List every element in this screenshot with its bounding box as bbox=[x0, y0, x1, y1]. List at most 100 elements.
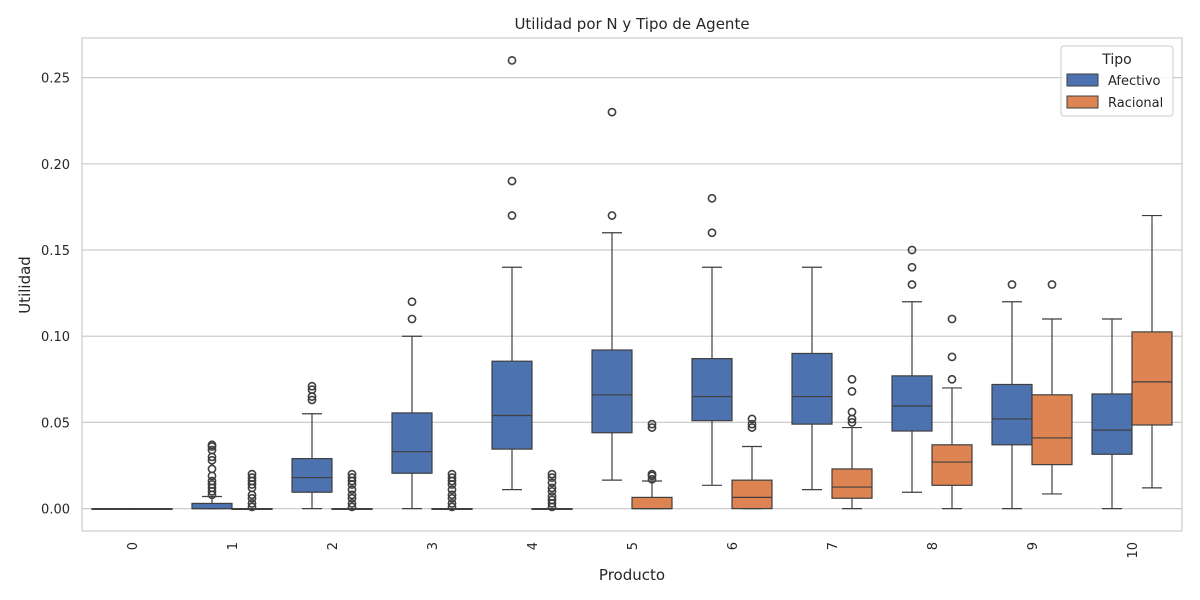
x-tick-label: 10 bbox=[1126, 542, 1141, 559]
legend-label-afectivo: Afectivo bbox=[1108, 74, 1161, 89]
outlier-point bbox=[647, 474, 657, 484]
legend-title: Tipo bbox=[1101, 52, 1131, 68]
outlier-point bbox=[747, 414, 757, 424]
outlier-point bbox=[707, 228, 717, 238]
box-iqr bbox=[891, 375, 933, 432]
outlier-point bbox=[247, 469, 257, 479]
y-tick-label: 0.05 bbox=[41, 416, 70, 431]
outlier-point bbox=[547, 495, 557, 505]
y-tick-label: 0.00 bbox=[41, 503, 70, 518]
grid-layer bbox=[82, 77, 1182, 510]
box-group-racional-1 bbox=[231, 469, 273, 512]
box-group-racional-7 bbox=[831, 374, 873, 510]
box-group-afectivo-3 bbox=[391, 297, 433, 510]
outlier-point bbox=[347, 493, 357, 503]
box-group-afectivo-5 bbox=[591, 107, 633, 481]
box-iqr bbox=[631, 496, 673, 510]
box-group-racional-2 bbox=[331, 469, 373, 512]
outlier-point bbox=[447, 485, 457, 495]
y-tick-label: 0.20 bbox=[41, 158, 70, 173]
outlier-point bbox=[247, 502, 257, 512]
outlier-point bbox=[447, 493, 457, 503]
box-iqr bbox=[731, 479, 773, 510]
outlier-point bbox=[647, 423, 657, 432]
box-iqr bbox=[1131, 331, 1173, 426]
legend-label-racional: Racional bbox=[1108, 96, 1163, 111]
outlier-point bbox=[407, 297, 417, 307]
outlier-point bbox=[307, 385, 317, 395]
y-axis-label: Utilidad bbox=[16, 256, 34, 314]
x-tick-label: 8 bbox=[926, 542, 941, 550]
x-tick-label: 5 bbox=[626, 542, 641, 550]
outlier-point bbox=[607, 211, 617, 220]
outlier-point bbox=[647, 419, 657, 429]
box-group-racional-8 bbox=[931, 314, 973, 510]
x-tick-label: 7 bbox=[826, 542, 841, 550]
outlier-point bbox=[507, 211, 517, 220]
outlier-point bbox=[507, 176, 517, 186]
outlier-point bbox=[307, 395, 317, 405]
box-iqr bbox=[491, 360, 533, 450]
box-iqr bbox=[791, 352, 833, 425]
box-group-afectivo-1 bbox=[191, 440, 233, 510]
outlier-point bbox=[907, 245, 917, 255]
y-tick-label: 0.15 bbox=[41, 244, 70, 259]
outlier-point bbox=[947, 352, 957, 362]
outlier-point bbox=[847, 374, 857, 384]
chart-title: Utilidad por N y Tipo de Agente bbox=[514, 15, 749, 33]
outlier-point bbox=[547, 492, 557, 501]
box-group-afectivo-10 bbox=[1091, 318, 1133, 510]
box-group-racional-5 bbox=[631, 419, 673, 510]
y-tick-label: 0.10 bbox=[41, 330, 70, 345]
box-group-afectivo-8 bbox=[891, 245, 933, 493]
outlier-point bbox=[347, 473, 357, 482]
box-group-racional-9 bbox=[1031, 280, 1073, 495]
outlier-point bbox=[207, 476, 217, 486]
plot-frame bbox=[81, 37, 1183, 532]
outlier-point bbox=[247, 499, 257, 508]
outlier-point bbox=[207, 440, 217, 450]
outlier-point bbox=[447, 499, 457, 508]
outlier-point bbox=[207, 480, 217, 489]
outlier-point bbox=[347, 502, 357, 512]
box-group-afectivo-2 bbox=[291, 381, 333, 510]
legend-swatch-racional bbox=[1066, 95, 1099, 109]
outlier-point bbox=[447, 502, 457, 512]
box-iqr bbox=[191, 502, 233, 510]
box-group-afectivo-9 bbox=[991, 280, 1033, 510]
box-group-afectivo-4 bbox=[491, 56, 533, 491]
box-iqr bbox=[831, 468, 873, 499]
box-iqr bbox=[591, 349, 633, 434]
outlier-point bbox=[447, 473, 457, 482]
y-tick-label: 0.25 bbox=[41, 72, 70, 87]
outlier-point bbox=[547, 473, 557, 482]
outlier-point bbox=[547, 469, 557, 479]
outlier-point bbox=[347, 469, 357, 479]
box-iqr bbox=[691, 358, 733, 422]
outlier-point bbox=[347, 490, 357, 500]
outlier-point bbox=[947, 374, 957, 384]
outlier-point bbox=[847, 418, 857, 427]
box-group-racional-10 bbox=[1131, 214, 1173, 489]
outlier-point bbox=[947, 314, 957, 324]
x-tick-label: 1 bbox=[226, 542, 241, 550]
outlier-point bbox=[307, 381, 317, 391]
box-group-afectivo-6 bbox=[691, 193, 733, 486]
outlier-point bbox=[447, 490, 457, 500]
outlier-point bbox=[847, 386, 857, 396]
outlier-point bbox=[407, 314, 417, 324]
axis-layer: 0.00 0.05 0.10 0.15 0.20 0.25 0 1 2 3 4 5 6 7 8 9 10 bbox=[41, 72, 1141, 559]
box-iqr bbox=[1031, 394, 1073, 466]
box-iqr bbox=[931, 444, 973, 486]
outlier-point bbox=[247, 473, 257, 482]
x-axis-label: Producto bbox=[599, 566, 665, 584]
outlier-point bbox=[247, 493, 257, 503]
outlier-point bbox=[707, 193, 717, 203]
box-group-racional-4 bbox=[531, 469, 573, 512]
outlier-point bbox=[547, 478, 557, 488]
x-tick-label: 2 bbox=[326, 542, 341, 550]
x-tick-label: 4 bbox=[526, 542, 541, 550]
outlier-point bbox=[747, 423, 757, 432]
